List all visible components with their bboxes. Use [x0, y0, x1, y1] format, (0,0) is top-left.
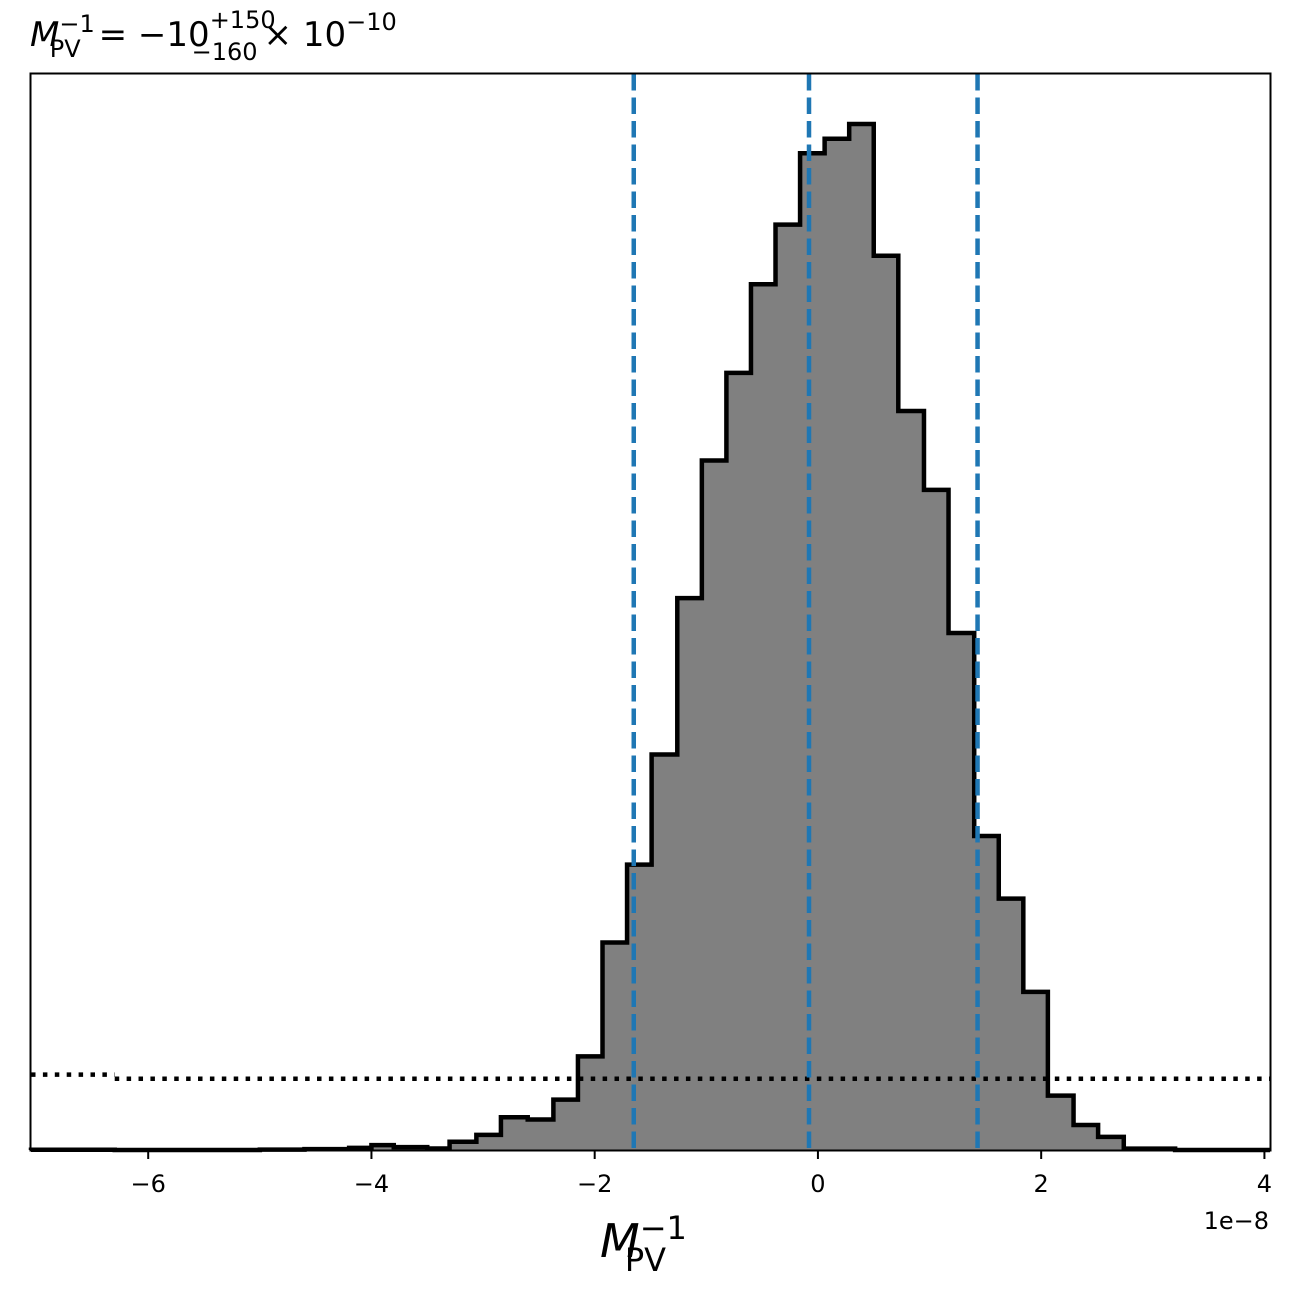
title-multiplier: × 10: [264, 15, 347, 55]
x-tick-label: −4: [354, 1170, 389, 1198]
title-upper-error: +150: [210, 6, 276, 34]
quantile-line-group: [631, 74, 980, 1150]
xlabel-subscript: PV: [625, 1241, 666, 1279]
histogram-fill: [31, 124, 1270, 1150]
chart-title: M−1 PV = −10+150 −160 × 10−10: [30, 6, 397, 66]
prior-line-group: [31, 1072, 1270, 1081]
axes-frame: [29, 72, 1272, 1152]
x-tick-label: −2: [577, 1170, 612, 1198]
title-subscript: PV: [50, 35, 81, 63]
xlabel-superscript: −1: [640, 1209, 687, 1247]
title-superscript: −1: [59, 10, 94, 38]
x-tick-label: 4: [1257, 1170, 1272, 1198]
x-tick-label: 0: [810, 1170, 825, 1198]
x-offset-label: 1e−8: [1204, 1207, 1269, 1235]
title-value: = −10: [99, 15, 210, 55]
plot-area: [28, 74, 1270, 1153]
title-lower-error: −160: [192, 38, 258, 66]
x-axis-label: M−1 PV: [600, 1209, 687, 1279]
xlabel-symbol: M: [600, 1214, 640, 1268]
x-tick-label: 2: [1034, 1170, 1049, 1198]
x-axis-ticks: −6 −4 −2 0 2 4: [131, 1150, 1272, 1198]
x-tick-label: −6: [131, 1170, 166, 1198]
title-exponent: −10: [346, 8, 397, 36]
histogram-outline: [28, 121, 1270, 1153]
title-symbol: M: [30, 15, 59, 55]
